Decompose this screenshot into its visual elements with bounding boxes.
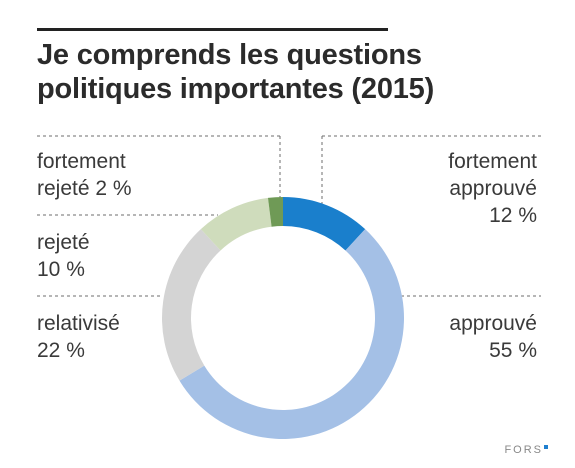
label-fortement-rejete-value: 2 % (95, 177, 132, 200)
footer-brand-text: FORS (504, 444, 543, 456)
slice-fortement-rejete (267, 197, 283, 227)
footer-brand: FORS (504, 444, 548, 456)
leader-lines (37, 135, 541, 297)
label-fortement-approuve-line-1: fortement (448, 150, 537, 173)
label-fortement-rejete-line-1: fortement (37, 150, 126, 173)
label-fortement-rejete-name: rejeté (37, 177, 90, 200)
label-approuve-value: 55 % (489, 339, 537, 362)
slice-approuve (179, 229, 405, 440)
label-rejete: rejeté 10 % (37, 229, 90, 283)
label-fortement-approuve-value: 12 % (489, 204, 537, 227)
label-relativise: relativisé 22 % (37, 310, 120, 364)
label-fortement-approuve: fortement approuvé 12 % (448, 148, 537, 229)
label-rejete-name: rejeté (37, 231, 90, 254)
label-relativise-name: relativisé (37, 312, 120, 335)
chart-title: Je comprends les questions politiques im… (37, 38, 497, 106)
label-fortement-rejete-line-2: rejeté 2 % (37, 175, 132, 202)
donut-slices (161, 197, 405, 440)
title-rule (37, 28, 388, 31)
label-fortement-approuve-line-2: approuvé (449, 177, 537, 200)
slice-fortement-approuve (283, 197, 366, 251)
label-approuve-name: approuvé (449, 312, 537, 335)
slice-relativise (161, 229, 221, 381)
chart-title-line-1: Je comprends les questions (37, 39, 422, 71)
slice-rejete (200, 197, 272, 251)
brand-dot-icon (544, 445, 548, 449)
label-fortement-rejete: fortement rejeté 2 % (37, 148, 132, 202)
label-rejete-value: 10 % (37, 258, 85, 281)
label-relativise-value: 22 % (37, 339, 85, 362)
label-approuve: approuvé 55 % (449, 310, 537, 364)
chart-title-line-2: politiques importantes (2015) (37, 73, 435, 105)
